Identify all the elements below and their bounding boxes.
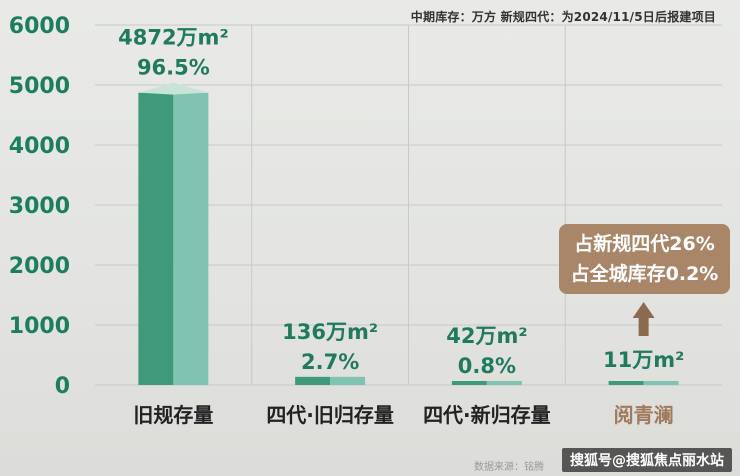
arrow-shaft <box>638 316 649 336</box>
bar-right-face <box>486 381 522 385</box>
category-label: 四代·新归存量 <box>423 403 551 427</box>
category-labels: 旧规存量 四代·旧归存量 四代·新归存量 阅青澜 <box>133 403 673 427</box>
callout-box: 占新规四代26% 占全城库存0.2% <box>559 224 730 294</box>
y-tick-label: 1000 <box>9 314 70 339</box>
bar-right-face <box>330 376 366 385</box>
y-axis-ticks: 0 1000 2000 3000 4000 5000 6000 <box>9 14 70 399</box>
bar-right-face <box>643 381 679 385</box>
value-label: 11万m² <box>603 348 684 372</box>
value-label: 42万m² <box>446 324 527 348</box>
bar-3 <box>451 381 522 385</box>
bar-right-face <box>173 92 209 386</box>
bar-4 <box>608 381 679 385</box>
y-tick-label: 3000 <box>9 194 70 219</box>
data-labels: 96.5% 4872万m² 2.7% 136万m² 0.8% 42万m² 11万m² <box>118 26 684 378</box>
data-source: 数据来源：铭腾 <box>474 462 544 473</box>
callout-line-2: 占全城库存0.2% <box>570 263 719 285</box>
bars <box>138 82 679 386</box>
up-arrow-icon <box>632 302 655 336</box>
chart-note: 中期库存：万方 新规四代：为2024/11/5日后报建项目 <box>410 10 716 24</box>
bar-left-face <box>295 376 331 385</box>
watermark: 搜狐号@搜狐焦点丽水站 <box>562 448 732 472</box>
y-tick-label: 6000 <box>9 14 70 39</box>
callout-line-1: 占新规四代26% <box>574 233 715 255</box>
value-label: 136万m² <box>282 320 378 344</box>
percent-label: 0.8% <box>458 354 516 378</box>
percent-label: 2.7% <box>301 350 359 374</box>
arrow-head <box>632 302 655 318</box>
y-tick-label: 4000 <box>9 134 70 159</box>
bar-1 <box>138 82 209 386</box>
y-tick-label: 5000 <box>9 74 70 99</box>
bar-left-face <box>608 381 644 385</box>
value-label: 4872万m² <box>118 26 229 50</box>
category-label: 阅青澜 <box>614 403 674 427</box>
bar-left-face <box>138 92 174 386</box>
category-label: 旧规存量 <box>133 403 213 427</box>
bar-left-face <box>451 381 487 385</box>
percent-label: 96.5% <box>137 56 210 80</box>
y-tick-label: 0 <box>55 374 70 399</box>
bar-top-face <box>138 82 209 95</box>
bar-2 <box>295 376 366 385</box>
y-tick-label: 2000 <box>9 254 70 279</box>
category-label: 四代·旧归存量 <box>266 403 394 427</box>
